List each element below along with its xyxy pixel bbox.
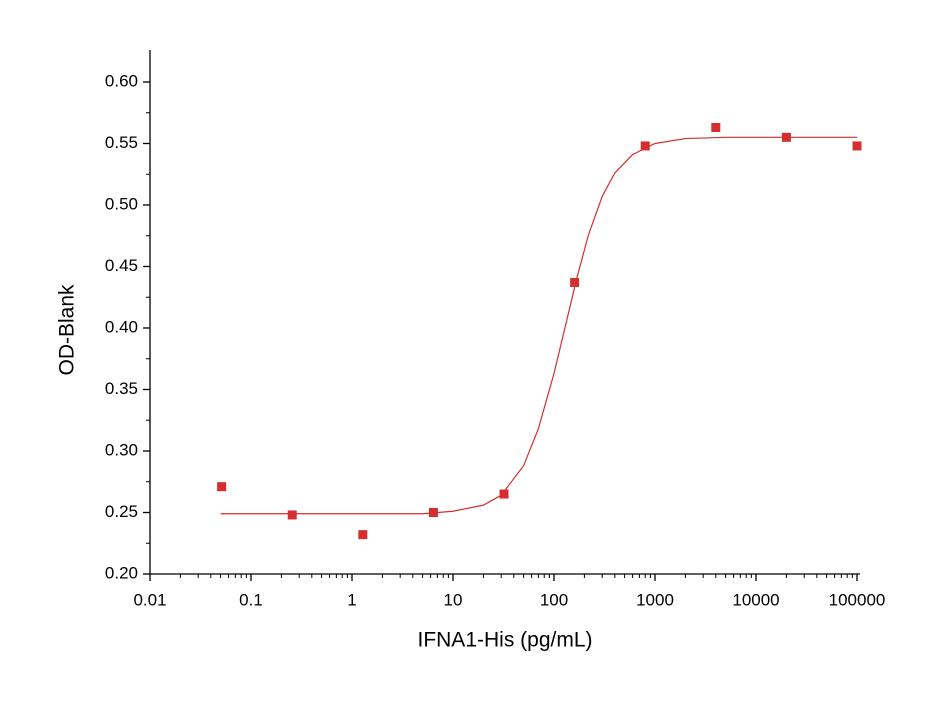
x-axis-title: IFNA1-His (pg/mL) [417,629,592,652]
data-point [358,530,368,540]
x-tick-label: 10000 [732,590,779,609]
x-tick-label: 0.01 [133,590,166,609]
x-tick-label: 100000 [829,590,886,609]
data-point [852,141,862,151]
data-point [640,141,650,151]
x-tick-label: 100 [540,590,568,609]
y-axis-title: OD-Blank [56,284,79,376]
data-point [781,132,791,142]
y-tick-label: 0.20 [105,563,138,582]
data-point [287,510,297,520]
y-tick-label: 0.30 [105,440,138,459]
x-tick-label: 1 [347,590,356,609]
y-tick-label: 0.35 [105,379,138,398]
data-point [570,277,580,287]
y-tick-label: 0.45 [105,256,138,275]
fit-curve [220,136,857,515]
y-tick-label: 0.50 [105,194,138,213]
data-point [499,489,509,499]
x-tick-label: 0.1 [239,590,263,609]
data-point [711,122,721,132]
x-tick-label: 1000 [636,590,674,609]
data-point [428,507,438,517]
y-tick-label: 0.60 [105,71,138,90]
x-tick-label: 10 [444,590,463,609]
y-tick-label: 0.40 [105,317,138,336]
y-tick-label: 0.25 [105,502,138,521]
data-point [217,482,227,492]
y-tick-label: 0.55 [105,133,138,152]
